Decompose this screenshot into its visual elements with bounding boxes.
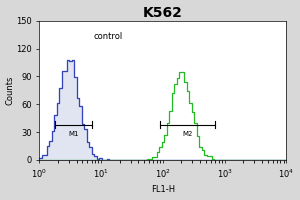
Text: M1: M1 [68, 131, 79, 137]
Text: control: control [94, 32, 123, 41]
X-axis label: FL1-H: FL1-H [151, 185, 175, 194]
Y-axis label: Counts: Counts [6, 76, 15, 105]
Text: M2: M2 [182, 131, 193, 137]
Title: K562: K562 [143, 6, 183, 20]
